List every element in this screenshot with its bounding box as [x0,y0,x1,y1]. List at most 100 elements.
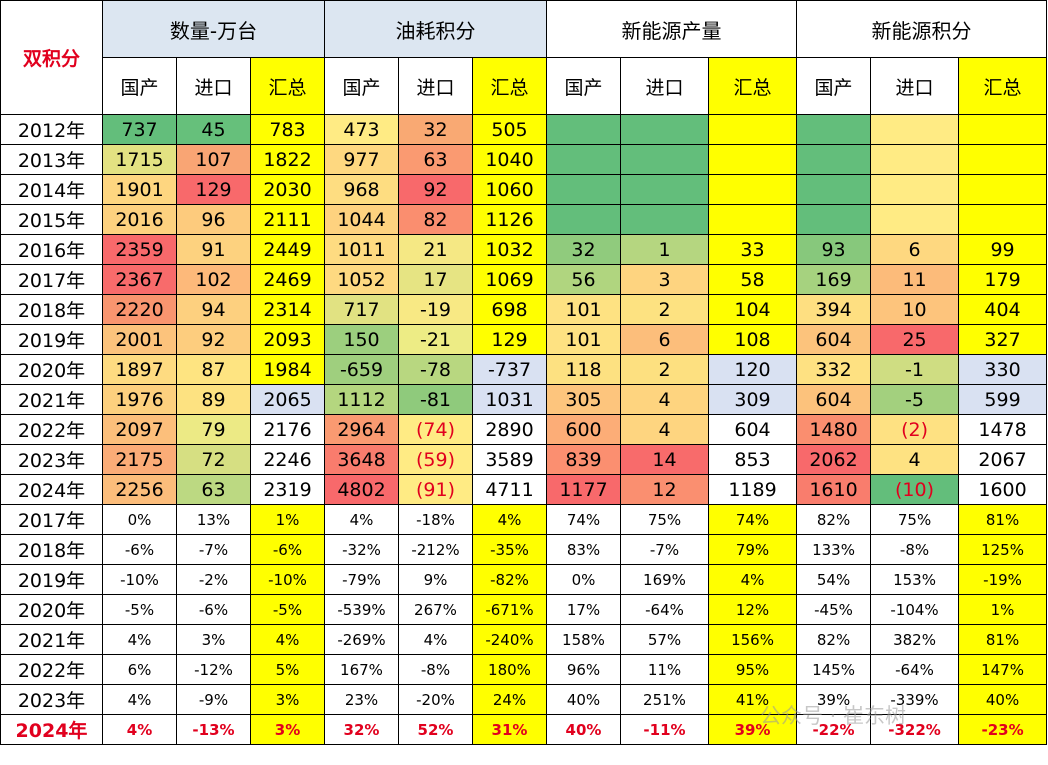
table-cell [796,144,872,175]
row-year: 2017年 [0,264,103,295]
row-year: 2021年 [0,384,103,415]
table-cell: 4% [102,624,177,655]
table-cell: -64% [870,654,960,685]
table-cell: 2030 [250,174,325,205]
table-cell: 96% [546,654,621,685]
table-cell: -104% [870,594,960,625]
table-cell: 4802 [324,474,399,505]
row-year: 2013年 [0,144,103,175]
table-row: 2018年 2220 94 2314 717 -19 698 101 2 104 394 10 404 [0,294,1048,325]
table-cell: 2246 [250,444,325,475]
table-cell: 394 [796,294,872,325]
table-cell: 2890 [472,414,547,445]
table-cell: 133% [796,534,872,565]
table-cell: 2319 [250,474,325,505]
table-cell: 604 [707,414,798,445]
table-cell: 1031 [472,384,547,415]
subheader-total: 汇总 [958,57,1048,115]
table-cell: 82% [796,624,872,655]
table-cell: 604 [796,384,872,415]
table-cell: 3% [176,624,251,655]
row-year: 2017年 [0,504,103,535]
dual-credit-table: 双积分 数量-万台 油耗积分 新能源产量 新能源积分 国产 进口 汇总 国产 进… [0,0,1048,745]
table-cell: (59) [398,444,473,475]
table-cell: -659 [324,354,399,385]
table-cell: -19% [958,564,1048,595]
table-cell: -7% [176,534,251,565]
table-cell: 72 [176,444,251,475]
corner-label: 双积分 [0,0,103,115]
table-cell: 1040 [472,144,547,175]
table-cell: 93 [796,234,872,265]
table-cell: 145% [796,654,872,685]
table-cell: 150 [324,324,399,355]
subheader-domestic: 国产 [324,57,399,115]
row-year: 2021年 [0,624,103,655]
table-cell: 10 [870,294,960,325]
table-cell: -6% [250,534,325,565]
table-cell: 23% [324,684,399,715]
row-year: 2022年 [0,654,103,685]
table-cell: 332 [796,354,872,385]
table-cell: 40% [958,684,1048,715]
table-cell: 32 [398,114,473,145]
row-year: 2020年 [0,354,103,385]
table-cell [870,114,960,145]
table-cell: 52% [398,714,473,745]
table-cell: 600 [546,414,621,445]
table-cell: 3% [250,714,325,745]
table-cell: 92 [176,324,251,355]
table-row: 2017年 0% 13% 1% 4% -18% 4% 74% 75% 74% 82% 75% 81% [0,504,1048,535]
table-cell: -21 [398,324,473,355]
table-cell: 169% [620,564,709,595]
table-cell [707,144,798,175]
table-cell: 1189 [707,474,798,505]
table-cell: 1% [250,504,325,535]
table-cell: -5% [102,594,177,625]
table-cell: 2111 [250,204,325,235]
table-cell: 2176 [250,414,325,445]
table-cell: 4 [870,444,960,475]
table-cell: 2067 [958,444,1048,475]
subheader-domestic: 国产 [546,57,621,115]
table-cell: 4% [102,714,177,745]
table-cell: -8% [398,654,473,685]
table-cell: 1822 [250,144,325,175]
table-cell: 1069 [472,264,547,295]
table-cell: 74% [546,504,621,535]
row-year: 2014年 [0,174,103,205]
table-row: 2012年 737 45 783 473 32 505 [0,114,1048,145]
table-cell: 4% [707,564,798,595]
table-cell: -10% [250,564,325,595]
table-cell: 158% [546,624,621,655]
table-cell: -18% [398,504,473,535]
table-cell: 4% [398,624,473,655]
table-cell: -2% [176,564,251,595]
table-cell: -1 [870,354,960,385]
table-cell: 101 [546,294,621,325]
table-cell [796,174,872,205]
table-cell: 81% [958,504,1048,535]
table-cell: 45 [176,114,251,145]
table-cell: 309 [707,384,798,415]
table-cell: 1897 [102,354,177,385]
table-cell: 11 [870,264,960,295]
table-row: 2024年 2256 63 2319 4802 (91) 4711 1177 12 1189 161… [0,474,1048,505]
row-year: 2015年 [0,204,103,235]
table-cell: 1715 [102,144,177,175]
table-cell: 83% [546,534,621,565]
table-cell: 21 [398,234,473,265]
table-cell: 17 [398,264,473,295]
table-row: 2018年 -6% -7% -6% -32% -212% -35% 83% -7% 79% 133%… [0,534,1048,565]
table-cell [620,174,709,205]
subheader-import: 进口 [398,57,473,115]
table-cell: 2359 [102,234,177,265]
table-cell: 968 [324,174,399,205]
table-cell: 1901 [102,174,177,205]
table-cell: 57% [620,624,709,655]
table-cell: 3 [620,264,709,295]
table-cell: 1480 [796,414,872,445]
table-cell: -13% [176,714,251,745]
row-year: 2024年 [0,474,103,505]
table-cell: 2256 [102,474,177,505]
